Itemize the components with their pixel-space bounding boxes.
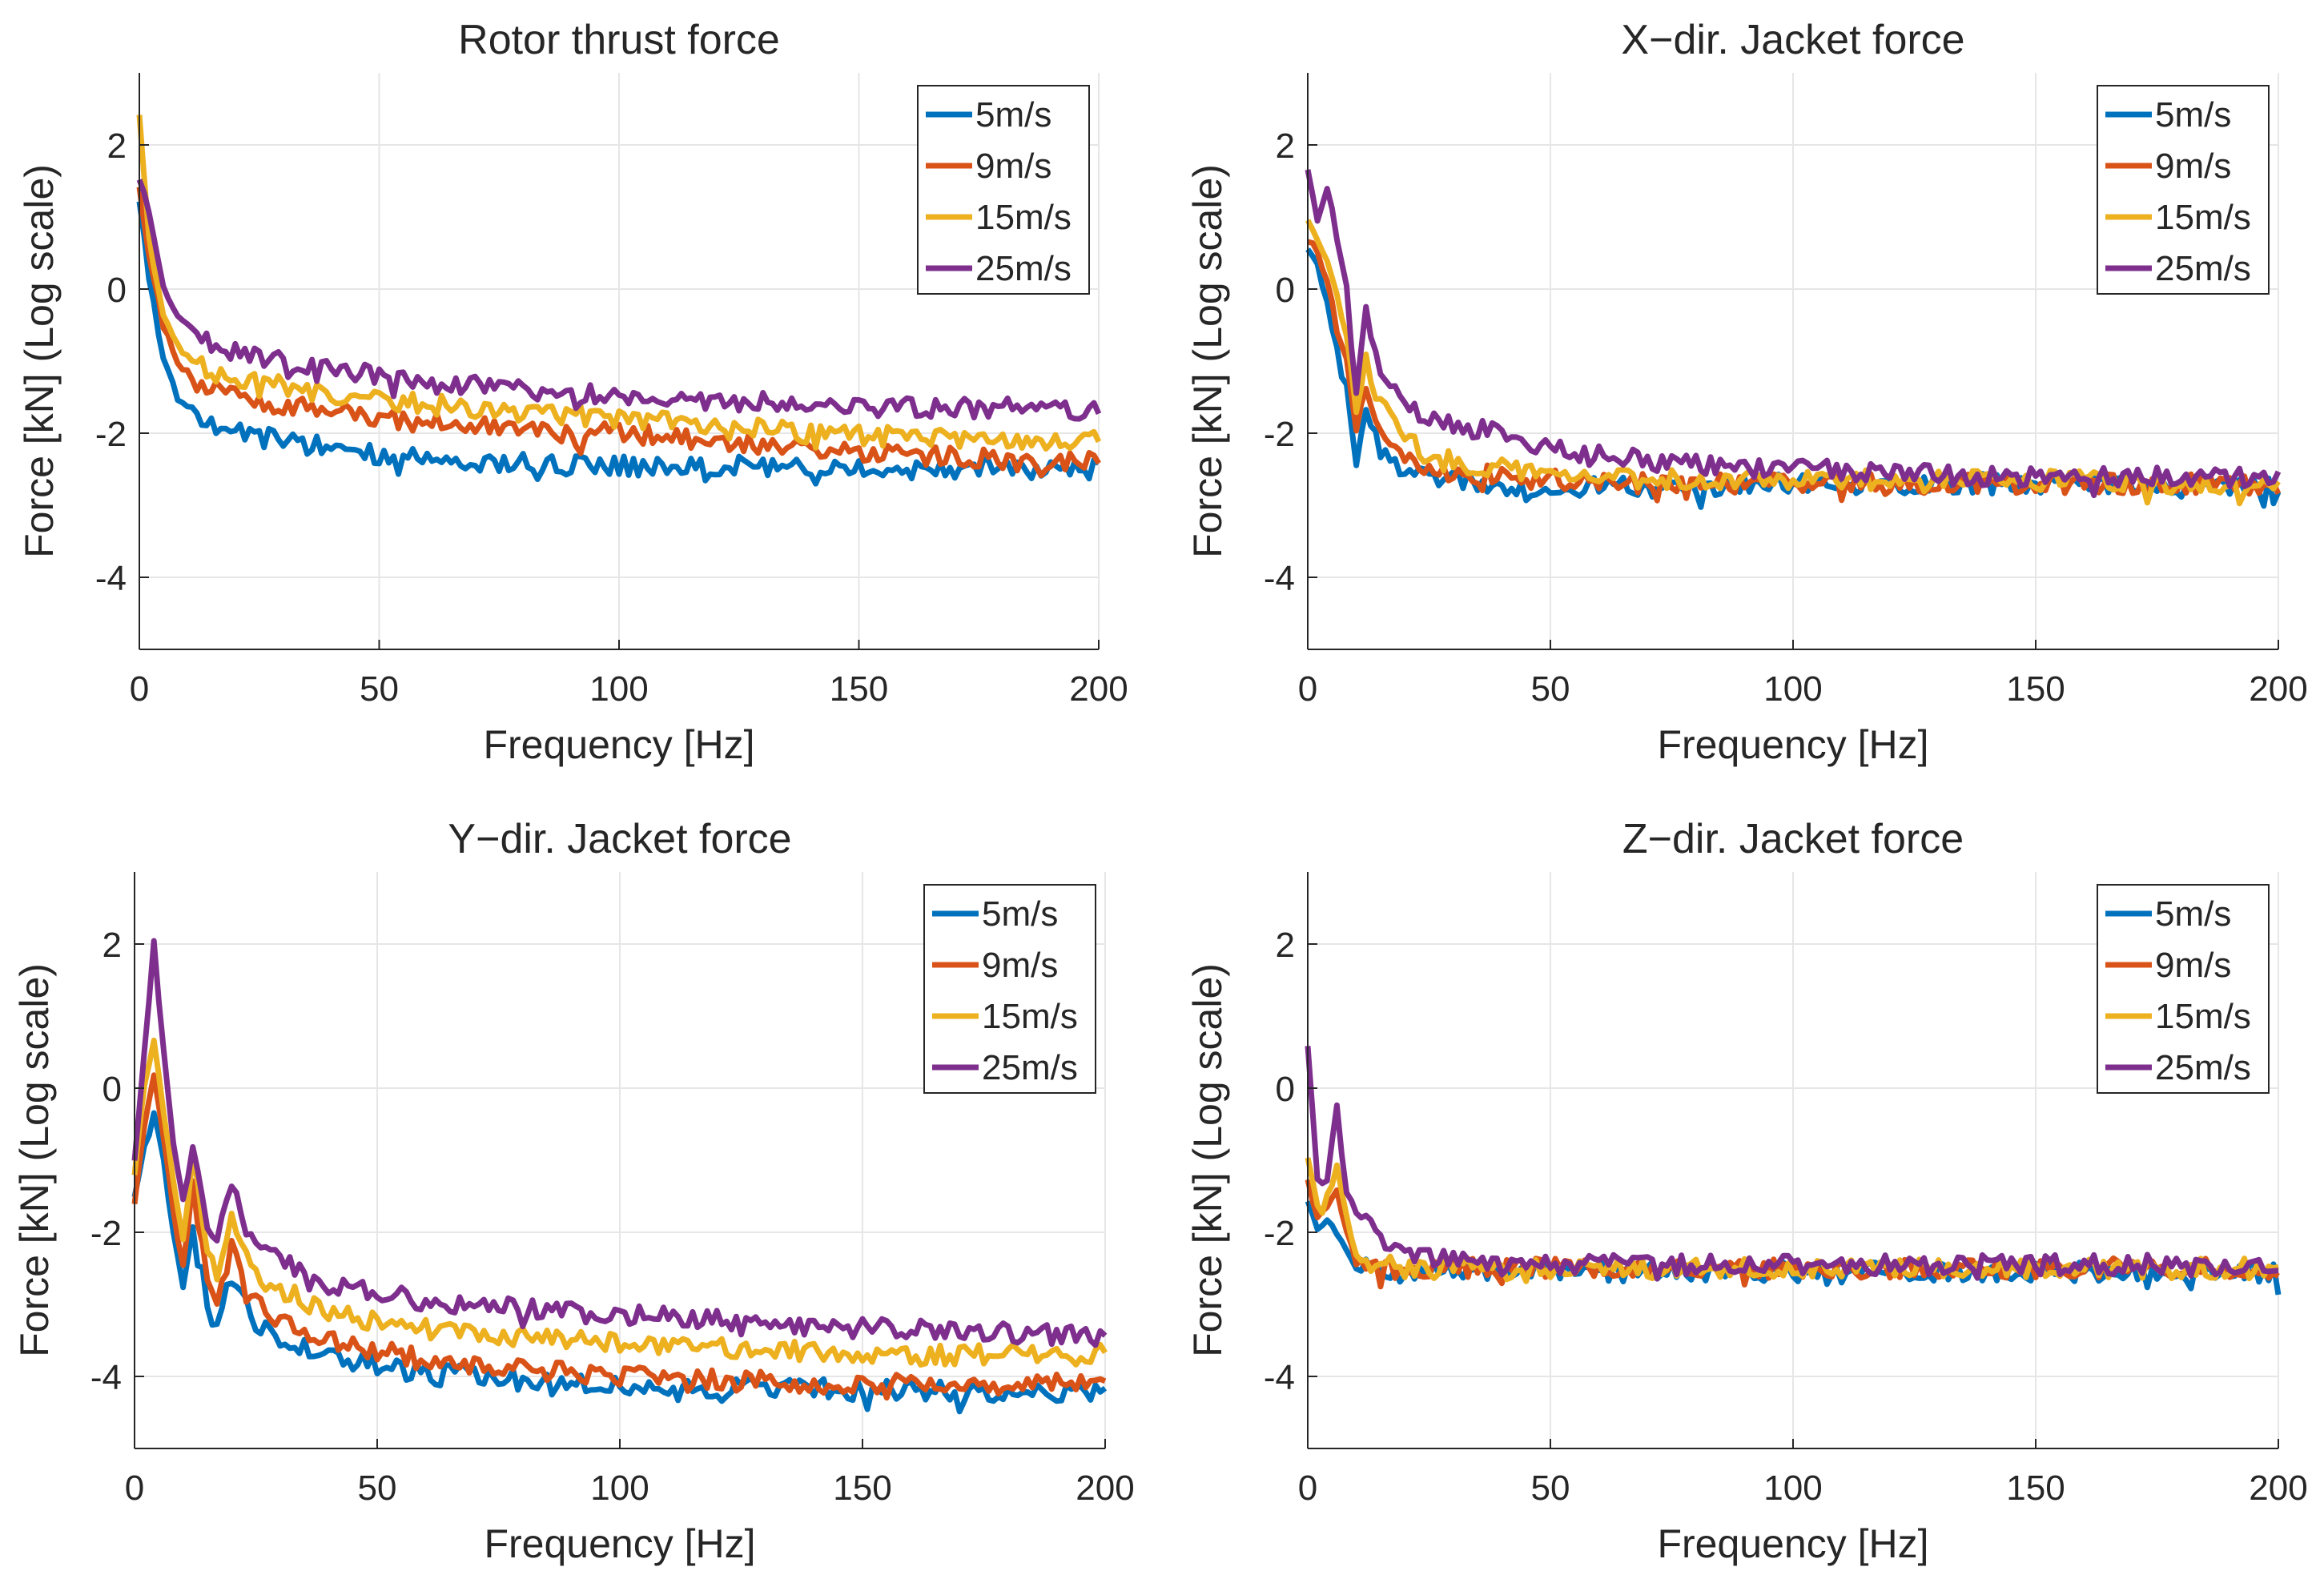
series-line-15m/s — [136, 115, 1102, 452]
series-line-15m/s — [1305, 219, 2281, 507]
legend: 5m/s 9m/s 15m/s 25m/s — [2097, 85, 2270, 295]
legend-label: 15m/s — [975, 198, 1072, 237]
series-group — [1305, 1046, 2282, 1296]
y-tick-label: 2 — [107, 127, 127, 166]
x-tick-label: 50 — [1531, 1468, 1570, 1508]
x-axis-label: Frequency [Hz] — [1657, 722, 1928, 767]
chart-4: 0 50 100 150 200 2 0 -2 -4 Z−dir. Jacket force Fre… — [1185, 816, 2308, 1566]
y-tick-label: 2 — [1276, 926, 1295, 965]
y-axis-label: Force [kN] (Log scale) — [12, 963, 57, 1357]
chart-title: X−dir. Jacket force — [1621, 17, 1964, 63]
y-tick-label: -2 — [95, 415, 127, 454]
y-tick-label: -4 — [1264, 559, 1295, 598]
x-tick-label: 100 — [1763, 669, 1822, 709]
legend-box — [923, 884, 1096, 1094]
legend-label: 5m/s — [982, 894, 1058, 934]
x-tick-label: 150 — [833, 1468, 891, 1508]
legend: 5m/s 9m/s 15m/s 25m/s — [2097, 884, 2270, 1094]
x-axis-label: Frequency [Hz] — [1657, 1521, 1928, 1566]
x-tick-label: 200 — [2249, 669, 2307, 709]
x-tick-label: 50 — [360, 669, 399, 709]
chart-1: 0 50 100 150 200 2 0 -2 -4 Rotor thrust force Freq… — [17, 17, 1128, 767]
x-tick-label: 200 — [1069, 669, 1128, 709]
chart-2: 0 50 100 150 200 2 0 -2 -4 X−dir. Jacket force Fre… — [1185, 17, 2308, 767]
x-tick-label: 150 — [2006, 1468, 2065, 1508]
y-tick-label: -4 — [1264, 1358, 1295, 1397]
y-tick-label: 0 — [107, 271, 127, 310]
y-axis-label: Force [kN] (Log scale) — [1185, 164, 1230, 558]
chart-title: Y−dir. Jacket force — [448, 816, 791, 862]
x-tick-label: 150 — [830, 669, 888, 709]
y-tick-label: -2 — [90, 1214, 122, 1253]
legend-label: 9m/s — [982, 946, 1058, 985]
legend-label: 9m/s — [2155, 147, 2231, 186]
x-tick-label: 100 — [590, 1468, 649, 1508]
legend: 5m/s 9m/s 15m/s 25m/s — [923, 884, 1096, 1094]
x-tick-label: 0 — [1298, 669, 1317, 709]
y-tick-label: 0 — [1276, 271, 1295, 310]
x-tick-label: 150 — [2006, 669, 2065, 709]
x-axis-label: Frequency [Hz] — [484, 1521, 755, 1566]
x-tick-label: 0 — [130, 669, 149, 709]
y-tick-label: -4 — [90, 1358, 122, 1397]
legend: 5m/s 9m/s 15m/s 25m/s — [917, 85, 1090, 295]
y-tick-label: 2 — [1276, 127, 1295, 166]
x-tick-label: 100 — [1763, 1468, 1822, 1508]
legend-label: 25m/s — [975, 249, 1072, 288]
y-tick-label: -2 — [1264, 1214, 1295, 1253]
legend-label: 9m/s — [975, 147, 1051, 186]
x-tick-label: 200 — [2249, 1468, 2307, 1508]
series-group — [131, 938, 1108, 1415]
series-line-15m/s — [131, 1037, 1108, 1368]
x-axis-label: Frequency [Hz] — [483, 722, 754, 767]
series-line-25m/s — [1305, 169, 2282, 499]
x-tick-label: 0 — [125, 1468, 144, 1508]
series-group — [1305, 169, 2282, 510]
series-group — [136, 115, 1102, 487]
chart-3: 0 50 100 150 200 2 0 -2 -4 Y−dir. Jacket force Fre… — [12, 816, 1135, 1566]
chart-title: Z−dir. Jacket force — [1622, 816, 1964, 862]
legend-label: 5m/s — [2155, 894, 2231, 934]
x-tick-label: 0 — [1298, 1468, 1317, 1508]
x-tick-label: 200 — [1076, 1468, 1134, 1508]
series-line-9m/s — [131, 1072, 1107, 1401]
y-tick-label: -4 — [95, 559, 127, 598]
series-line-9m/s — [136, 187, 1102, 479]
legend-box — [2097, 85, 2270, 295]
y-tick-label: 2 — [103, 926, 122, 965]
chart-title: Rotor thrust force — [458, 17, 780, 63]
legend-label: 5m/s — [975, 95, 1051, 135]
legend-label: 9m/s — [2155, 946, 2231, 985]
grid — [139, 73, 1100, 649]
legend-box — [2097, 884, 2270, 1094]
y-tick-label: 0 — [1276, 1070, 1295, 1109]
series-line-25m/s — [131, 938, 1108, 1348]
legend-label: 15m/s — [982, 997, 1078, 1036]
legend-label: 15m/s — [2155, 997, 2251, 1036]
y-tick-label: -2 — [1264, 415, 1295, 454]
series-line-25m/s — [136, 179, 1102, 422]
x-tick-label: 50 — [1531, 669, 1570, 709]
y-axis-label: Force [kN] (Log scale) — [17, 164, 62, 558]
x-tick-label: 100 — [589, 669, 648, 709]
y-tick-label: 0 — [103, 1070, 122, 1109]
y-axis-label: Force [kN] (Log scale) — [1185, 963, 1230, 1357]
legend-box — [917, 85, 1090, 295]
legend-label: 25m/s — [982, 1048, 1078, 1087]
legend-label: 15m/s — [2155, 198, 2251, 237]
legend-label: 25m/s — [2155, 1048, 2251, 1087]
series-line-25m/s — [1305, 1046, 2279, 1282]
legend-label: 25m/s — [2155, 249, 2251, 288]
x-tick-label: 50 — [358, 1468, 397, 1508]
legend-label: 5m/s — [2155, 95, 2231, 135]
